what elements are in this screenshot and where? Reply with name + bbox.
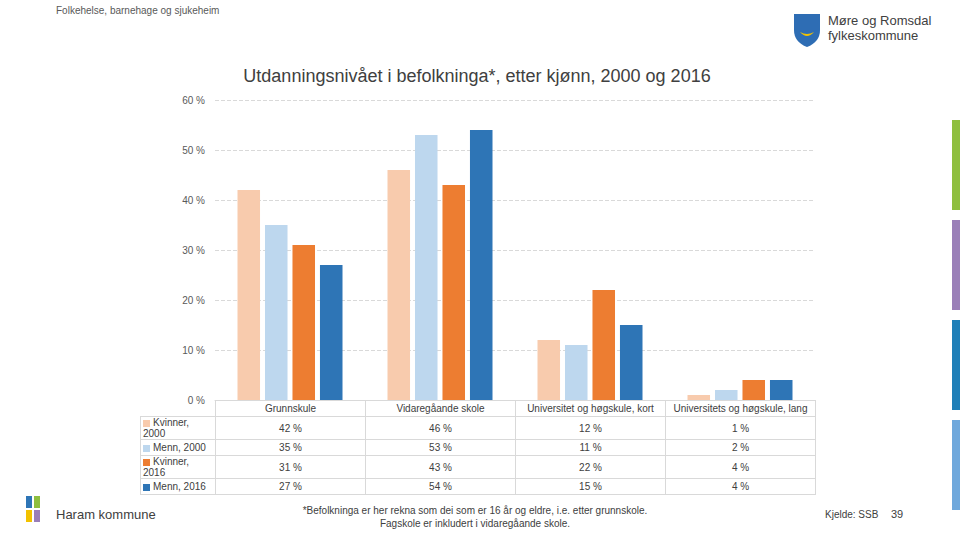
svg-text:30 %: 30 % xyxy=(182,245,205,256)
svg-text:Utdanningsnivået i befolkninga: Utdanningsnivået i befolkninga*, etter k… xyxy=(243,66,710,86)
html-text:4 %: 4 % xyxy=(731,481,750,492)
html-text:Universitets og høgskule, lang: Universitets og høgskule, lang xyxy=(673,403,808,414)
html-text:Menn, 2016: Menn, 2016 xyxy=(153,481,206,492)
svg-text:40 %: 40 % xyxy=(182,195,205,206)
html-text:35 %: 35 % xyxy=(279,442,302,453)
svg-text:50 %: 50 % xyxy=(182,145,205,156)
html-text:39: 39 xyxy=(891,508,904,520)
html-text:31 %: 31 % xyxy=(279,461,302,473)
html-text:Kvinner, 2000: Kvinner, 2000 xyxy=(143,417,190,439)
html-text:12 %: 12 % xyxy=(579,422,602,434)
html-text:22 %: 22 % xyxy=(579,461,602,473)
html-text:53 %: 53 % xyxy=(429,442,452,453)
html-text:Menn, 2000: Menn, 2000 xyxy=(153,442,206,453)
svg-text:60 %: 60 % xyxy=(182,95,205,106)
html-text:Grunnskule: Grunnskule xyxy=(264,403,317,414)
html-text:Kjelde: SSB: Kjelde: SSB xyxy=(825,509,879,520)
html-text:Universitet og høgskule, kort: Universitet og høgskule, kort xyxy=(527,403,654,414)
html-text:Haram kommune: Haram kommune xyxy=(56,507,156,522)
svg-text:10 %: 10 % xyxy=(182,345,205,356)
html-text:27 %: 27 % xyxy=(279,481,302,492)
html-text:Fagskole er inkludert i vidare: Fagskole er inkludert i vidaregåande sko… xyxy=(379,518,571,529)
html-text:fylkeskommune: fylkeskommune xyxy=(828,28,919,43)
svg-text:20 %: 20 % xyxy=(182,295,205,306)
html-text:*Befolkninga er her rekna som: *Befolkninga er her rekna som dei som er… xyxy=(302,505,648,516)
html-text:Vidaregåande skole: Vidaregåande skole xyxy=(396,403,485,414)
html-text:54 %: 54 % xyxy=(429,481,452,492)
svg-text:0 %: 0 % xyxy=(188,395,205,406)
html-text:1 %: 1 % xyxy=(731,422,750,434)
html-text:15 %: 15 % xyxy=(579,481,602,492)
html-text:43 %: 43 % xyxy=(429,461,452,473)
html-text:2 %: 2 % xyxy=(731,442,750,453)
html-text:11 %: 11 % xyxy=(579,442,602,453)
html-text:Folkehelse, barnehage og sjuke: Folkehelse, barnehage og sjukeheim xyxy=(56,5,220,16)
html-text:46 %: 46 % xyxy=(429,422,452,434)
html-text:4 %: 4 % xyxy=(731,461,750,473)
html-text:Kvinner, 2016: Kvinner, 2016 xyxy=(143,456,190,478)
html-text:42 %: 42 % xyxy=(279,422,302,434)
html-text:Møre og Romsdal: Møre og Romsdal xyxy=(828,13,932,28)
